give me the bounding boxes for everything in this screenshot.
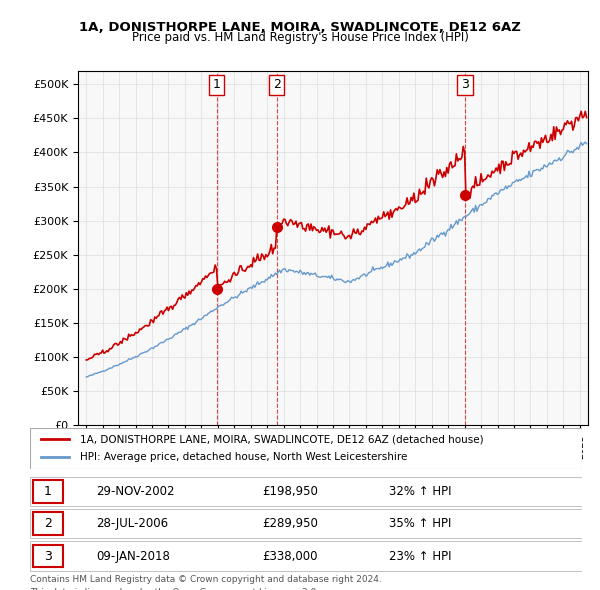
- FancyBboxPatch shape: [30, 428, 582, 469]
- Text: 3: 3: [461, 78, 469, 91]
- FancyBboxPatch shape: [33, 480, 63, 503]
- Text: Price paid vs. HM Land Registry's House Price Index (HPI): Price paid vs. HM Land Registry's House …: [131, 31, 469, 44]
- Text: This data is licensed under the Open Government Licence v3.0.: This data is licensed under the Open Gov…: [30, 588, 319, 590]
- Text: HPI: Average price, detached house, North West Leicestershire: HPI: Average price, detached house, Nort…: [80, 453, 407, 463]
- Text: 3: 3: [44, 549, 52, 563]
- FancyBboxPatch shape: [33, 512, 63, 535]
- Text: 28-JUL-2006: 28-JUL-2006: [96, 517, 169, 530]
- Text: 1: 1: [44, 484, 52, 498]
- Text: 2: 2: [273, 78, 281, 91]
- Text: £289,950: £289,950: [262, 517, 318, 530]
- Text: Contains HM Land Registry data © Crown copyright and database right 2024.: Contains HM Land Registry data © Crown c…: [30, 575, 382, 584]
- Text: £198,950: £198,950: [262, 484, 318, 498]
- FancyBboxPatch shape: [30, 509, 582, 538]
- Text: 29-NOV-2002: 29-NOV-2002: [96, 484, 175, 498]
- Text: 1A, DONISTHORPE LANE, MOIRA, SWADLINCOTE, DE12 6AZ: 1A, DONISTHORPE LANE, MOIRA, SWADLINCOTE…: [79, 21, 521, 34]
- Text: 1: 1: [212, 78, 220, 91]
- Text: 2: 2: [44, 517, 52, 530]
- Text: £338,000: £338,000: [262, 549, 317, 563]
- FancyBboxPatch shape: [30, 542, 582, 571]
- FancyBboxPatch shape: [30, 477, 582, 506]
- Text: 09-JAN-2018: 09-JAN-2018: [96, 549, 170, 563]
- Text: 35% ↑ HPI: 35% ↑ HPI: [389, 517, 451, 530]
- Text: 32% ↑ HPI: 32% ↑ HPI: [389, 484, 451, 498]
- FancyBboxPatch shape: [33, 545, 63, 568]
- Text: 1A, DONISTHORPE LANE, MOIRA, SWADLINCOTE, DE12 6AZ (detached house): 1A, DONISTHORPE LANE, MOIRA, SWADLINCOTE…: [80, 434, 484, 444]
- Text: 23% ↑ HPI: 23% ↑ HPI: [389, 549, 451, 563]
